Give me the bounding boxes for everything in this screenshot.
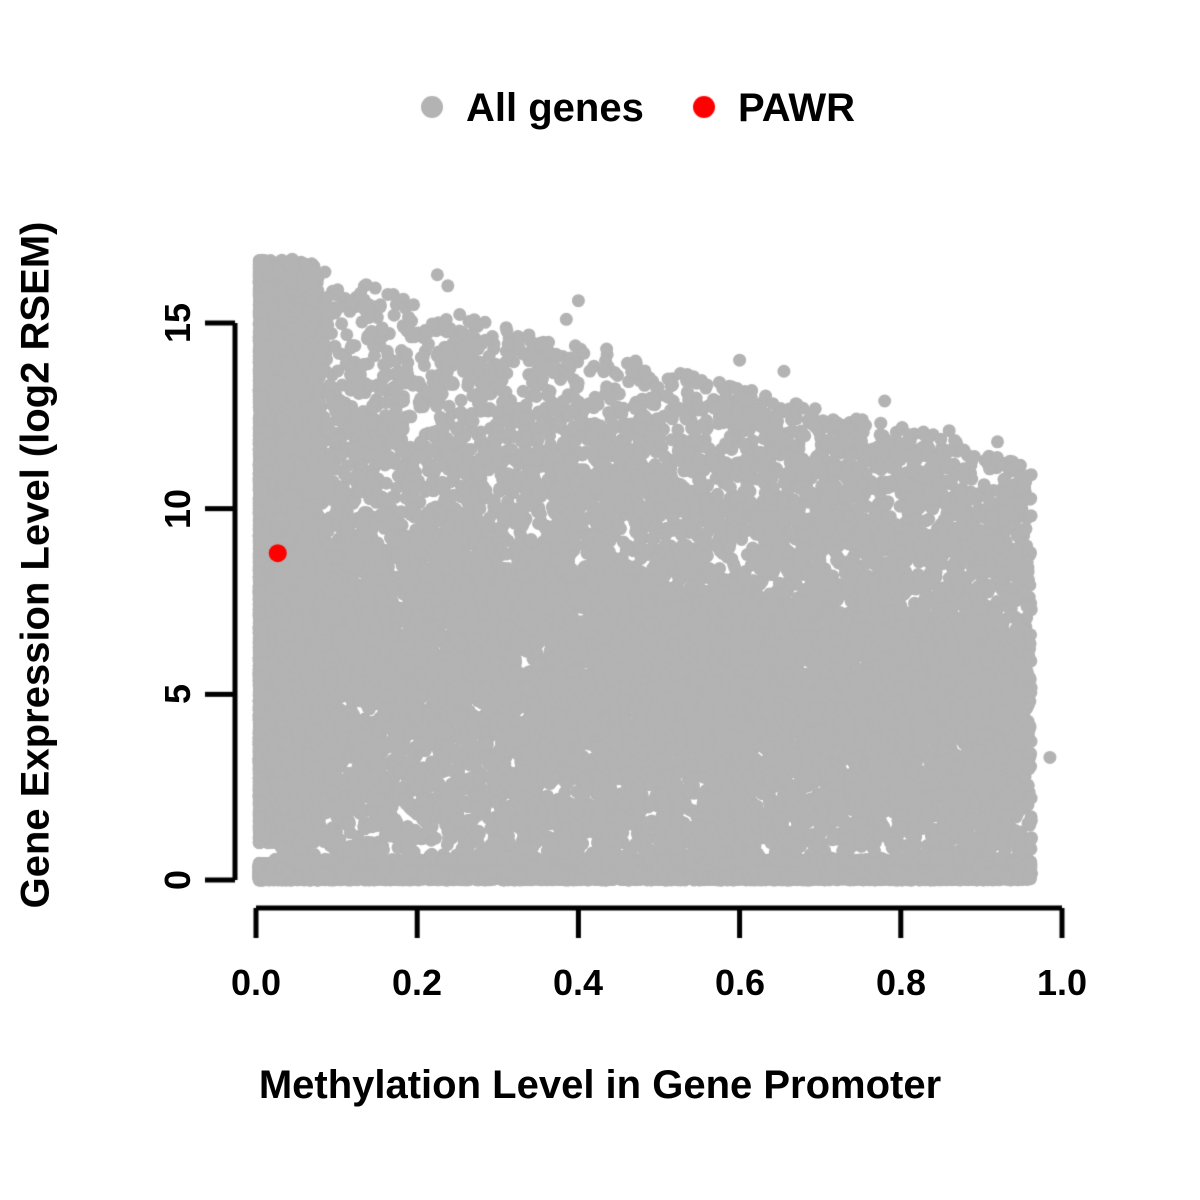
y-tick-label-2: 10: [157, 488, 198, 530]
x-tick-label-4: 0.8: [875, 962, 927, 1003]
legend-label-pawr: PAWR: [738, 86, 856, 130]
x-axis-title: Methylation Level in Gene Promoter: [258, 1063, 942, 1107]
x-tick-label-1: 0.2: [391, 962, 443, 1003]
y-tick-label-3: 15: [157, 302, 198, 344]
y-tick-label-0: 0: [157, 869, 198, 891]
legend-label-all-genes: All genes: [466, 86, 644, 130]
y-axis-title: Gene Expression Level (log2 RSEM): [13, 221, 58, 909]
y-tick-label-1: 5: [157, 683, 198, 705]
x-tick-label-5: 1.0: [1036, 962, 1088, 1003]
x-tick-label-2: 0.4: [552, 962, 604, 1003]
x-tick-label-3: 0.6: [714, 962, 766, 1003]
x-tick-label-0: 0.0: [230, 962, 282, 1003]
